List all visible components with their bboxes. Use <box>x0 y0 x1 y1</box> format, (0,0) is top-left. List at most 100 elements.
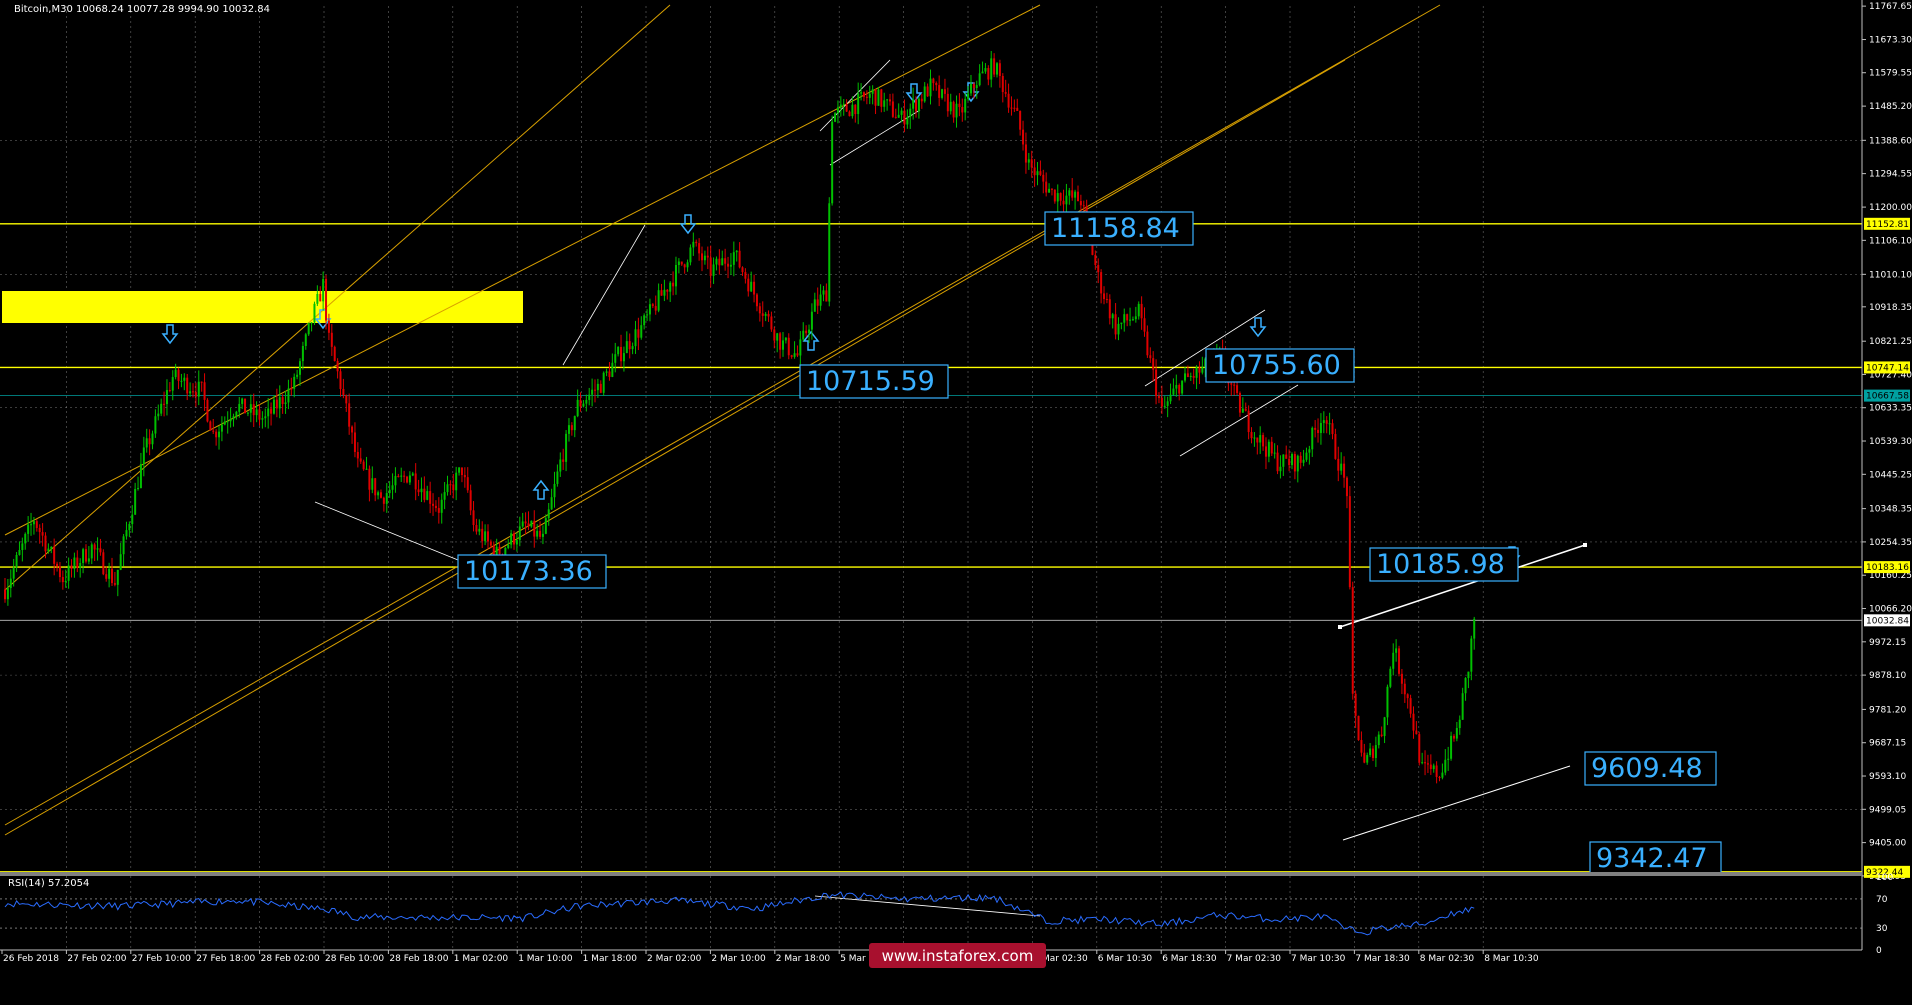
candle-body <box>1426 763 1429 765</box>
candle-body <box>177 369 180 381</box>
candle-body <box>1068 190 1071 196</box>
candle-body <box>21 543 24 551</box>
candle-body <box>1079 201 1082 206</box>
candle-body <box>712 264 715 276</box>
trend-line <box>562 224 646 366</box>
candle-body <box>784 337 787 341</box>
candle-body <box>1374 745 1377 759</box>
candle-body <box>322 278 325 302</box>
candle-body <box>58 566 61 578</box>
candle-body <box>1470 638 1473 672</box>
candle-body <box>1022 129 1025 145</box>
candle-body <box>232 416 235 420</box>
rsi-label: RSI(14) 57.2054 <box>8 878 89 889</box>
candle-body <box>689 247 692 263</box>
candle-body <box>429 491 432 504</box>
candle-body <box>24 533 27 544</box>
candle-body <box>822 290 825 295</box>
candle-body <box>880 89 883 107</box>
y-tick-label: 11294.55 <box>1869 170 1912 180</box>
x-tick-label: 27 Feb 18:00 <box>196 954 255 964</box>
candle-body <box>605 371 608 373</box>
candle-body <box>119 554 122 570</box>
candle-body <box>348 403 351 427</box>
candle-body <box>770 316 773 330</box>
candles <box>4 51 1476 784</box>
annotation-label: 10715.59 <box>806 366 935 397</box>
candle-body <box>961 107 964 113</box>
candle-body <box>1461 693 1464 720</box>
candle-body <box>536 530 539 537</box>
candle-body <box>87 558 90 562</box>
candle-body <box>151 433 154 445</box>
candle-body <box>943 89 946 94</box>
candle-body <box>727 263 730 267</box>
candle-body <box>426 491 429 500</box>
candle-body <box>1395 648 1398 653</box>
candle-body <box>1438 776 1441 778</box>
candle-body <box>952 101 955 118</box>
candle-body <box>1302 459 1305 463</box>
candle-body <box>787 337 790 356</box>
candle-body <box>218 431 221 438</box>
candle-body <box>781 340 784 350</box>
candle-body <box>938 85 941 98</box>
candle-body <box>1004 92 1007 94</box>
y-tick-label: 10066.20 <box>1869 605 1912 615</box>
candle-body <box>1100 272 1103 294</box>
candle-body <box>634 329 637 347</box>
candle-body <box>1250 432 1253 439</box>
candle-body <box>246 412 249 414</box>
candle-body <box>738 250 741 268</box>
candle-body <box>15 554 18 568</box>
candle-body <box>1464 678 1467 694</box>
candle-body <box>1129 319 1132 321</box>
candle-body <box>1409 698 1412 714</box>
trend-line <box>814 895 1041 917</box>
candle-body <box>1155 369 1158 397</box>
candle-body <box>1238 393 1241 413</box>
candle-body <box>1418 734 1421 763</box>
level-price-label: 10032.84 <box>1866 616 1909 626</box>
candle-body <box>958 103 961 108</box>
candle-body <box>761 313 764 316</box>
candle-body <box>1331 423 1334 435</box>
candle-body <box>327 320 330 333</box>
candle-body <box>620 346 623 362</box>
candle-body <box>709 257 712 276</box>
x-tick-label: 8 Mar 02:30 <box>1420 954 1475 964</box>
candle-body <box>981 71 984 74</box>
candle-body <box>365 468 368 470</box>
candle-body <box>1383 717 1386 737</box>
y-tick-label: 11579.55 <box>1869 69 1912 79</box>
annotation-box <box>1205 348 1355 383</box>
candle-body <box>377 492 380 496</box>
candle-body <box>692 241 695 248</box>
candle-body <box>686 262 689 268</box>
rsi-axis-label: 100 <box>1876 873 1893 883</box>
candle-body <box>116 569 119 585</box>
candle-body <box>1421 762 1424 764</box>
candle-body <box>504 547 507 556</box>
level-price-label: 9322.44 <box>1866 868 1903 878</box>
y-tick-label: 10254.35 <box>1869 538 1912 548</box>
x-tick-label: 28 Feb 10:00 <box>325 954 384 964</box>
candle-body <box>1447 758 1450 760</box>
candle-body <box>99 548 102 553</box>
candle-body <box>703 255 706 261</box>
y-tick-label: 11388.60 <box>1869 136 1912 146</box>
line-anchor <box>1583 543 1587 547</box>
candle-body <box>50 546 53 549</box>
candle-body <box>1270 441 1273 454</box>
candle-body <box>1452 735 1455 739</box>
candle-body <box>53 546 56 564</box>
candle-body <box>1458 719 1461 729</box>
candle-body <box>1045 181 1048 193</box>
candle-body <box>889 99 891 102</box>
y-tick-label: 10348.35 <box>1869 505 1912 515</box>
candle-body <box>839 104 842 108</box>
candle-body <box>1076 191 1079 202</box>
candle-body <box>252 404 255 416</box>
